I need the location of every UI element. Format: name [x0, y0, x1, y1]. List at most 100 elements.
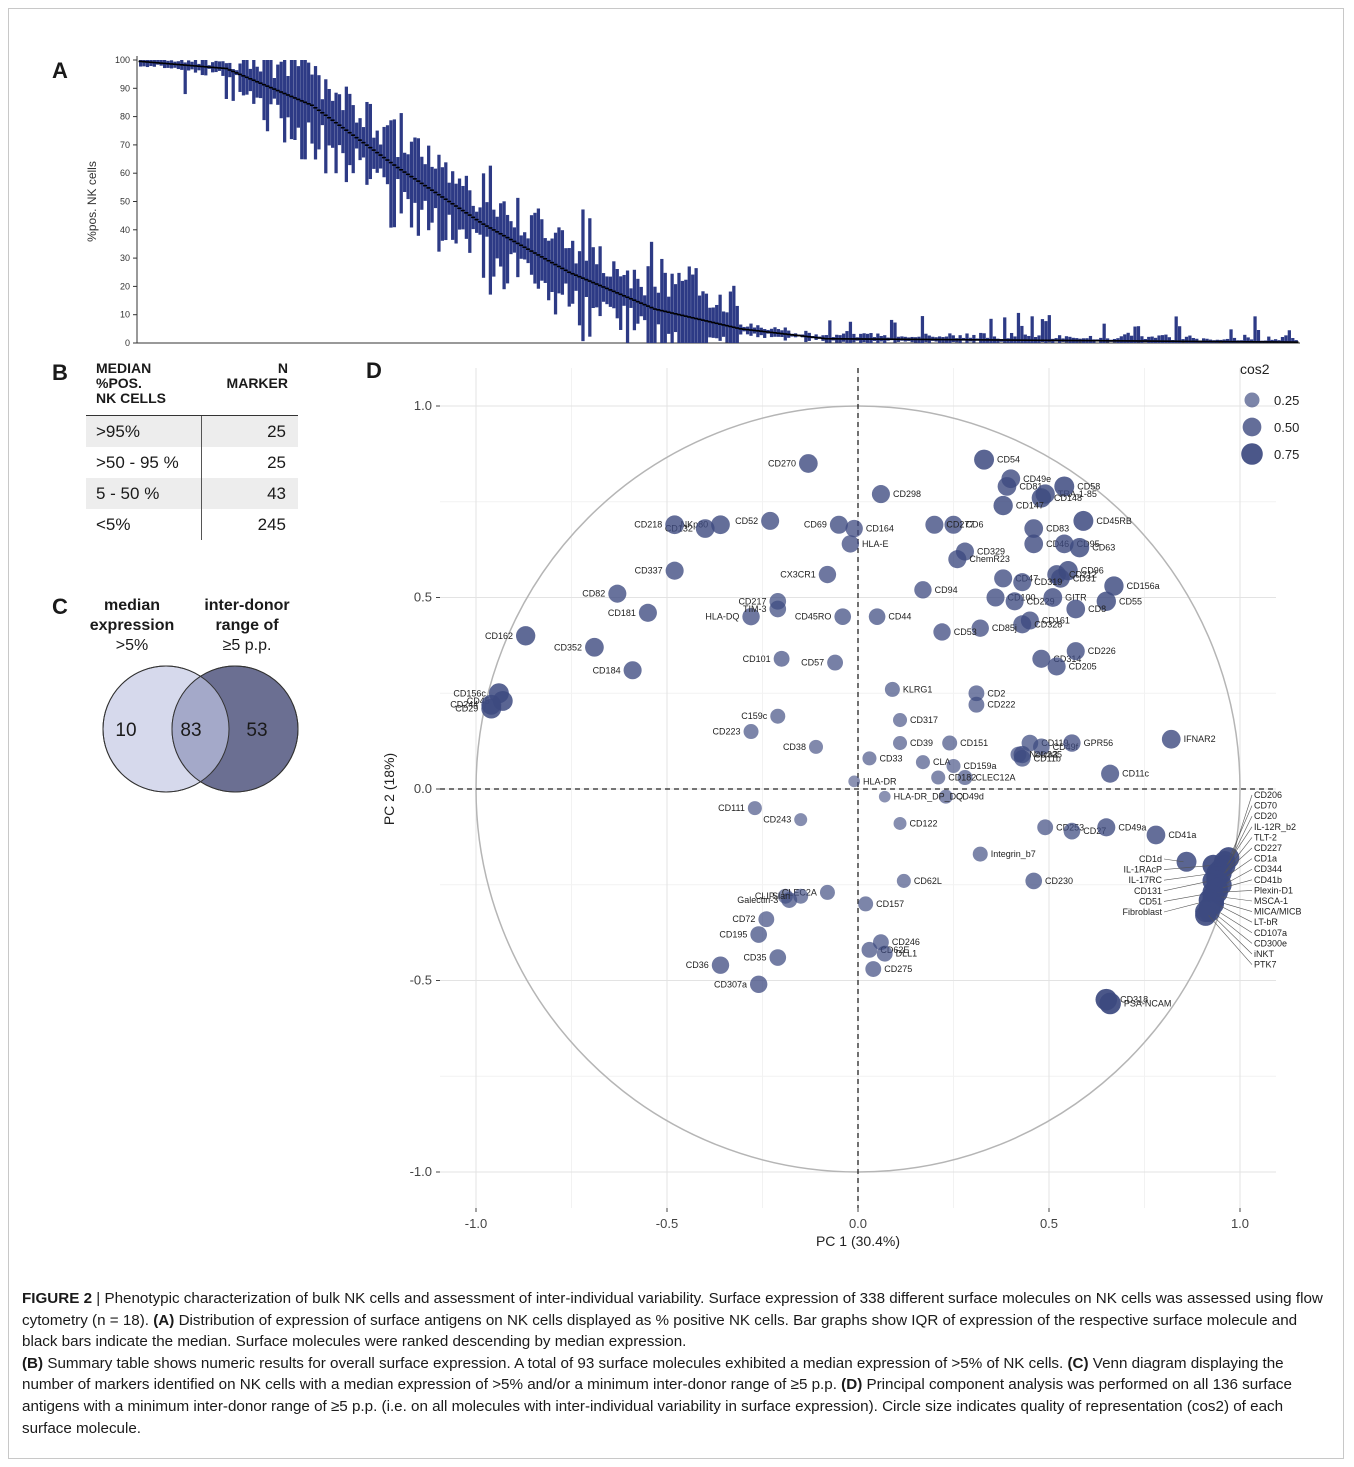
iqr-bar	[351, 105, 355, 174]
venn-overlap	[172, 666, 229, 792]
iqr-bar	[1133, 326, 1137, 343]
iqr-bar	[979, 332, 983, 343]
data-point	[1066, 599, 1086, 619]
iqr-bar	[372, 137, 376, 169]
data-point	[711, 956, 730, 974]
data-point	[1005, 592, 1024, 611]
y-tick-label: 0.0	[414, 781, 432, 796]
iqr-bar	[1167, 337, 1171, 343]
iqr-bar	[694, 268, 698, 343]
data-point	[892, 713, 908, 728]
venn-left-outline	[102, 665, 230, 793]
iqr-bar	[1119, 336, 1123, 343]
iqr-bar	[619, 276, 623, 330]
iqr-bar	[505, 214, 510, 284]
data-point	[933, 623, 951, 641]
iqr-bar	[344, 86, 348, 183]
iqr-bar	[204, 60, 208, 76]
iqr-bar	[499, 203, 503, 267]
iqr-bar	[701, 291, 705, 343]
figure-caption: FIGURE 2 | Phenotypic characterization o…	[22, 1288, 1332, 1439]
data-point	[638, 603, 657, 622]
legend-label: 0.75	[1274, 447, 1299, 462]
point-label: IFNAR2	[1184, 734, 1216, 744]
iqr-bar	[540, 219, 544, 281]
iqr-bar	[495, 216, 499, 259]
point-label: Slan	[772, 891, 790, 901]
data-point	[994, 569, 1013, 588]
data-point	[986, 588, 1005, 607]
venn-right-only-count: 53	[246, 720, 267, 741]
leader-line	[1227, 805, 1253, 862]
point-label: IL-17RC	[1128, 875, 1162, 885]
data-point	[794, 813, 808, 827]
data-point	[942, 735, 958, 751]
table-cell-count: 245	[257, 514, 286, 534]
point-label: C159c	[741, 711, 768, 721]
data-point	[770, 708, 786, 724]
iqr-bar	[231, 69, 235, 101]
iqr-bar	[1280, 336, 1285, 343]
iqr-bar	[1126, 332, 1130, 343]
iqr-bar	[409, 141, 414, 228]
table-row: >95% 25	[86, 416, 298, 447]
iqr-bar	[557, 227, 561, 294]
point-label: CD329	[977, 547, 1005, 557]
iqr-bar	[536, 208, 541, 289]
venn-left-title-line3: >5%	[115, 637, 149, 654]
point-label: CD38	[783, 742, 806, 752]
iqr-bar	[416, 138, 421, 236]
point-label: CD69	[804, 520, 827, 530]
iqr-bar	[1243, 334, 1247, 343]
point-label: CD41a	[1168, 830, 1196, 840]
point-label: CD151	[960, 738, 988, 748]
iqr-bar	[948, 333, 952, 343]
iqr-bar	[516, 197, 520, 278]
point-label: CD227	[1254, 843, 1282, 853]
point-label: CD182	[948, 773, 976, 783]
point-label: Fibroblast	[1122, 907, 1162, 917]
iqr-bar	[475, 211, 479, 233]
data-point	[711, 515, 730, 535]
iqr-bar	[451, 171, 455, 240]
data-point	[1073, 510, 1094, 531]
data-point	[665, 561, 684, 580]
iqr-bar	[876, 333, 880, 343]
point-label: CD27	[1083, 826, 1106, 836]
data-point	[845, 519, 863, 538]
caption-intro: Phenotypic characterization of bulk NK c…	[22, 1290, 1323, 1329]
iqr-bar	[869, 333, 873, 343]
iqr-bar	[732, 285, 736, 343]
y-tick-label: 80	[120, 112, 130, 122]
iqr-bar	[1150, 336, 1154, 343]
point-label: CD337	[635, 566, 663, 576]
data-point	[1063, 822, 1081, 840]
venn-left-only-count: 10	[115, 720, 136, 741]
point-label: CD317	[910, 715, 938, 725]
data-point	[972, 846, 988, 862]
iqr-bar	[673, 284, 678, 333]
data-point	[892, 736, 908, 751]
data-point	[769, 600, 787, 618]
iqr-bar	[608, 276, 613, 307]
venn-right-outline	[171, 665, 299, 793]
iqr-bar	[972, 334, 976, 343]
iqr-bar	[1229, 329, 1233, 343]
point-label: CD298	[893, 489, 921, 499]
point-label: CD159a	[964, 761, 997, 771]
caption-d-text: Principal component analysis was perform…	[22, 1376, 1292, 1437]
point-label: CD49e	[1023, 474, 1051, 484]
table-row: <5% 245	[86, 509, 298, 540]
point-label: CD344	[1254, 864, 1282, 874]
table-header-col1-line2: %POS.	[96, 375, 142, 391]
iqr-bar	[605, 276, 609, 305]
point-label: DLL1	[896, 949, 918, 959]
iqr-bar	[214, 60, 218, 73]
data-point	[829, 515, 848, 534]
legend-label: 0.25	[1274, 393, 1299, 408]
venn-diagram: 10 83 53	[102, 665, 299, 793]
point-label: KLRG1	[903, 684, 933, 694]
point-label: CD147	[1016, 501, 1044, 511]
iqr-bar	[1020, 325, 1024, 343]
data-point	[938, 789, 953, 804]
